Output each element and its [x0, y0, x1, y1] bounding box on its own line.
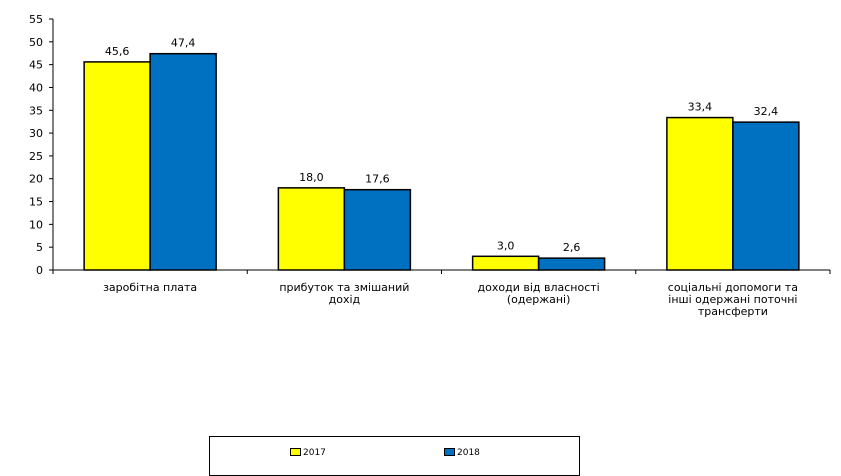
bar-2017 [83, 61, 151, 271]
category-labels: заробітна плата прибуток та змішаний дохід… [103, 281, 798, 318]
bar-2018 [537, 257, 606, 271]
data-labels: 45,6 47,4 18,0 17,6 3,0 2,6 33,4 32,4 [105, 37, 778, 254]
bars [83, 52, 800, 271]
category-label: заробітна плата [103, 281, 197, 294]
legend-item-2017: 2017 [290, 447, 326, 458]
bar-2017 [277, 187, 346, 271]
category-label: доходи від власності (одержані) [478, 281, 600, 306]
category-label-line: соціальні допомоги та [668, 281, 798, 294]
y-tick-label: 5 [36, 241, 43, 254]
category-label: прибуток та змішаний дохід [279, 281, 409, 306]
y-tick-label: 25 [29, 150, 43, 163]
category-label-line: дохід [329, 293, 361, 306]
category-label-line: трансферти [698, 305, 768, 318]
data-label: 33,4 [688, 101, 713, 114]
y-tick-label: 45 [29, 59, 43, 72]
data-label: 32,4 [754, 105, 779, 118]
category-label-line: прибуток та змішаний [279, 281, 409, 294]
bar-2017 [666, 116, 734, 271]
legend-swatch-2017 [290, 447, 301, 456]
y-tick-label: 20 [29, 173, 43, 186]
legend: 2017 2018 [209, 436, 580, 476]
y-tick-label: 55 [29, 13, 43, 26]
category-label-line: інші одержані поточні [668, 293, 797, 306]
category-label: соціальні допомоги та інші одержані поточ… [668, 281, 798, 318]
legend-label-2018: 2018 [457, 448, 480, 458]
y-tick-label: 50 [29, 36, 43, 49]
data-label: 45,6 [105, 45, 130, 58]
legend-label-2017: 2017 [303, 448, 326, 458]
bar-2018 [732, 121, 800, 271]
data-label: 3,0 [497, 239, 515, 252]
category-label-line: (одержані) [507, 293, 571, 306]
data-label: 18,0 [299, 171, 324, 184]
y-tick-label: 30 [29, 127, 43, 140]
data-label: 17,6 [365, 173, 390, 186]
y-tick-label: 40 [29, 81, 43, 94]
legend-item-2018: 2018 [444, 447, 480, 458]
legend-swatch-2018 [444, 447, 455, 456]
y-tick-label: 10 [29, 218, 43, 231]
bar-2017 [471, 255, 540, 271]
data-label: 47,4 [171, 37, 196, 50]
y-tick-label: 35 [29, 104, 43, 117]
bar-2018 [149, 52, 217, 271]
category-label-line: заробітна плата [103, 281, 197, 294]
y-tick-label: 0 [36, 264, 43, 277]
data-label: 2,6 [563, 241, 581, 254]
y-tick-label: 15 [29, 196, 43, 209]
bar-2018 [343, 188, 412, 271]
category-label-line: доходи від власності [478, 281, 600, 294]
